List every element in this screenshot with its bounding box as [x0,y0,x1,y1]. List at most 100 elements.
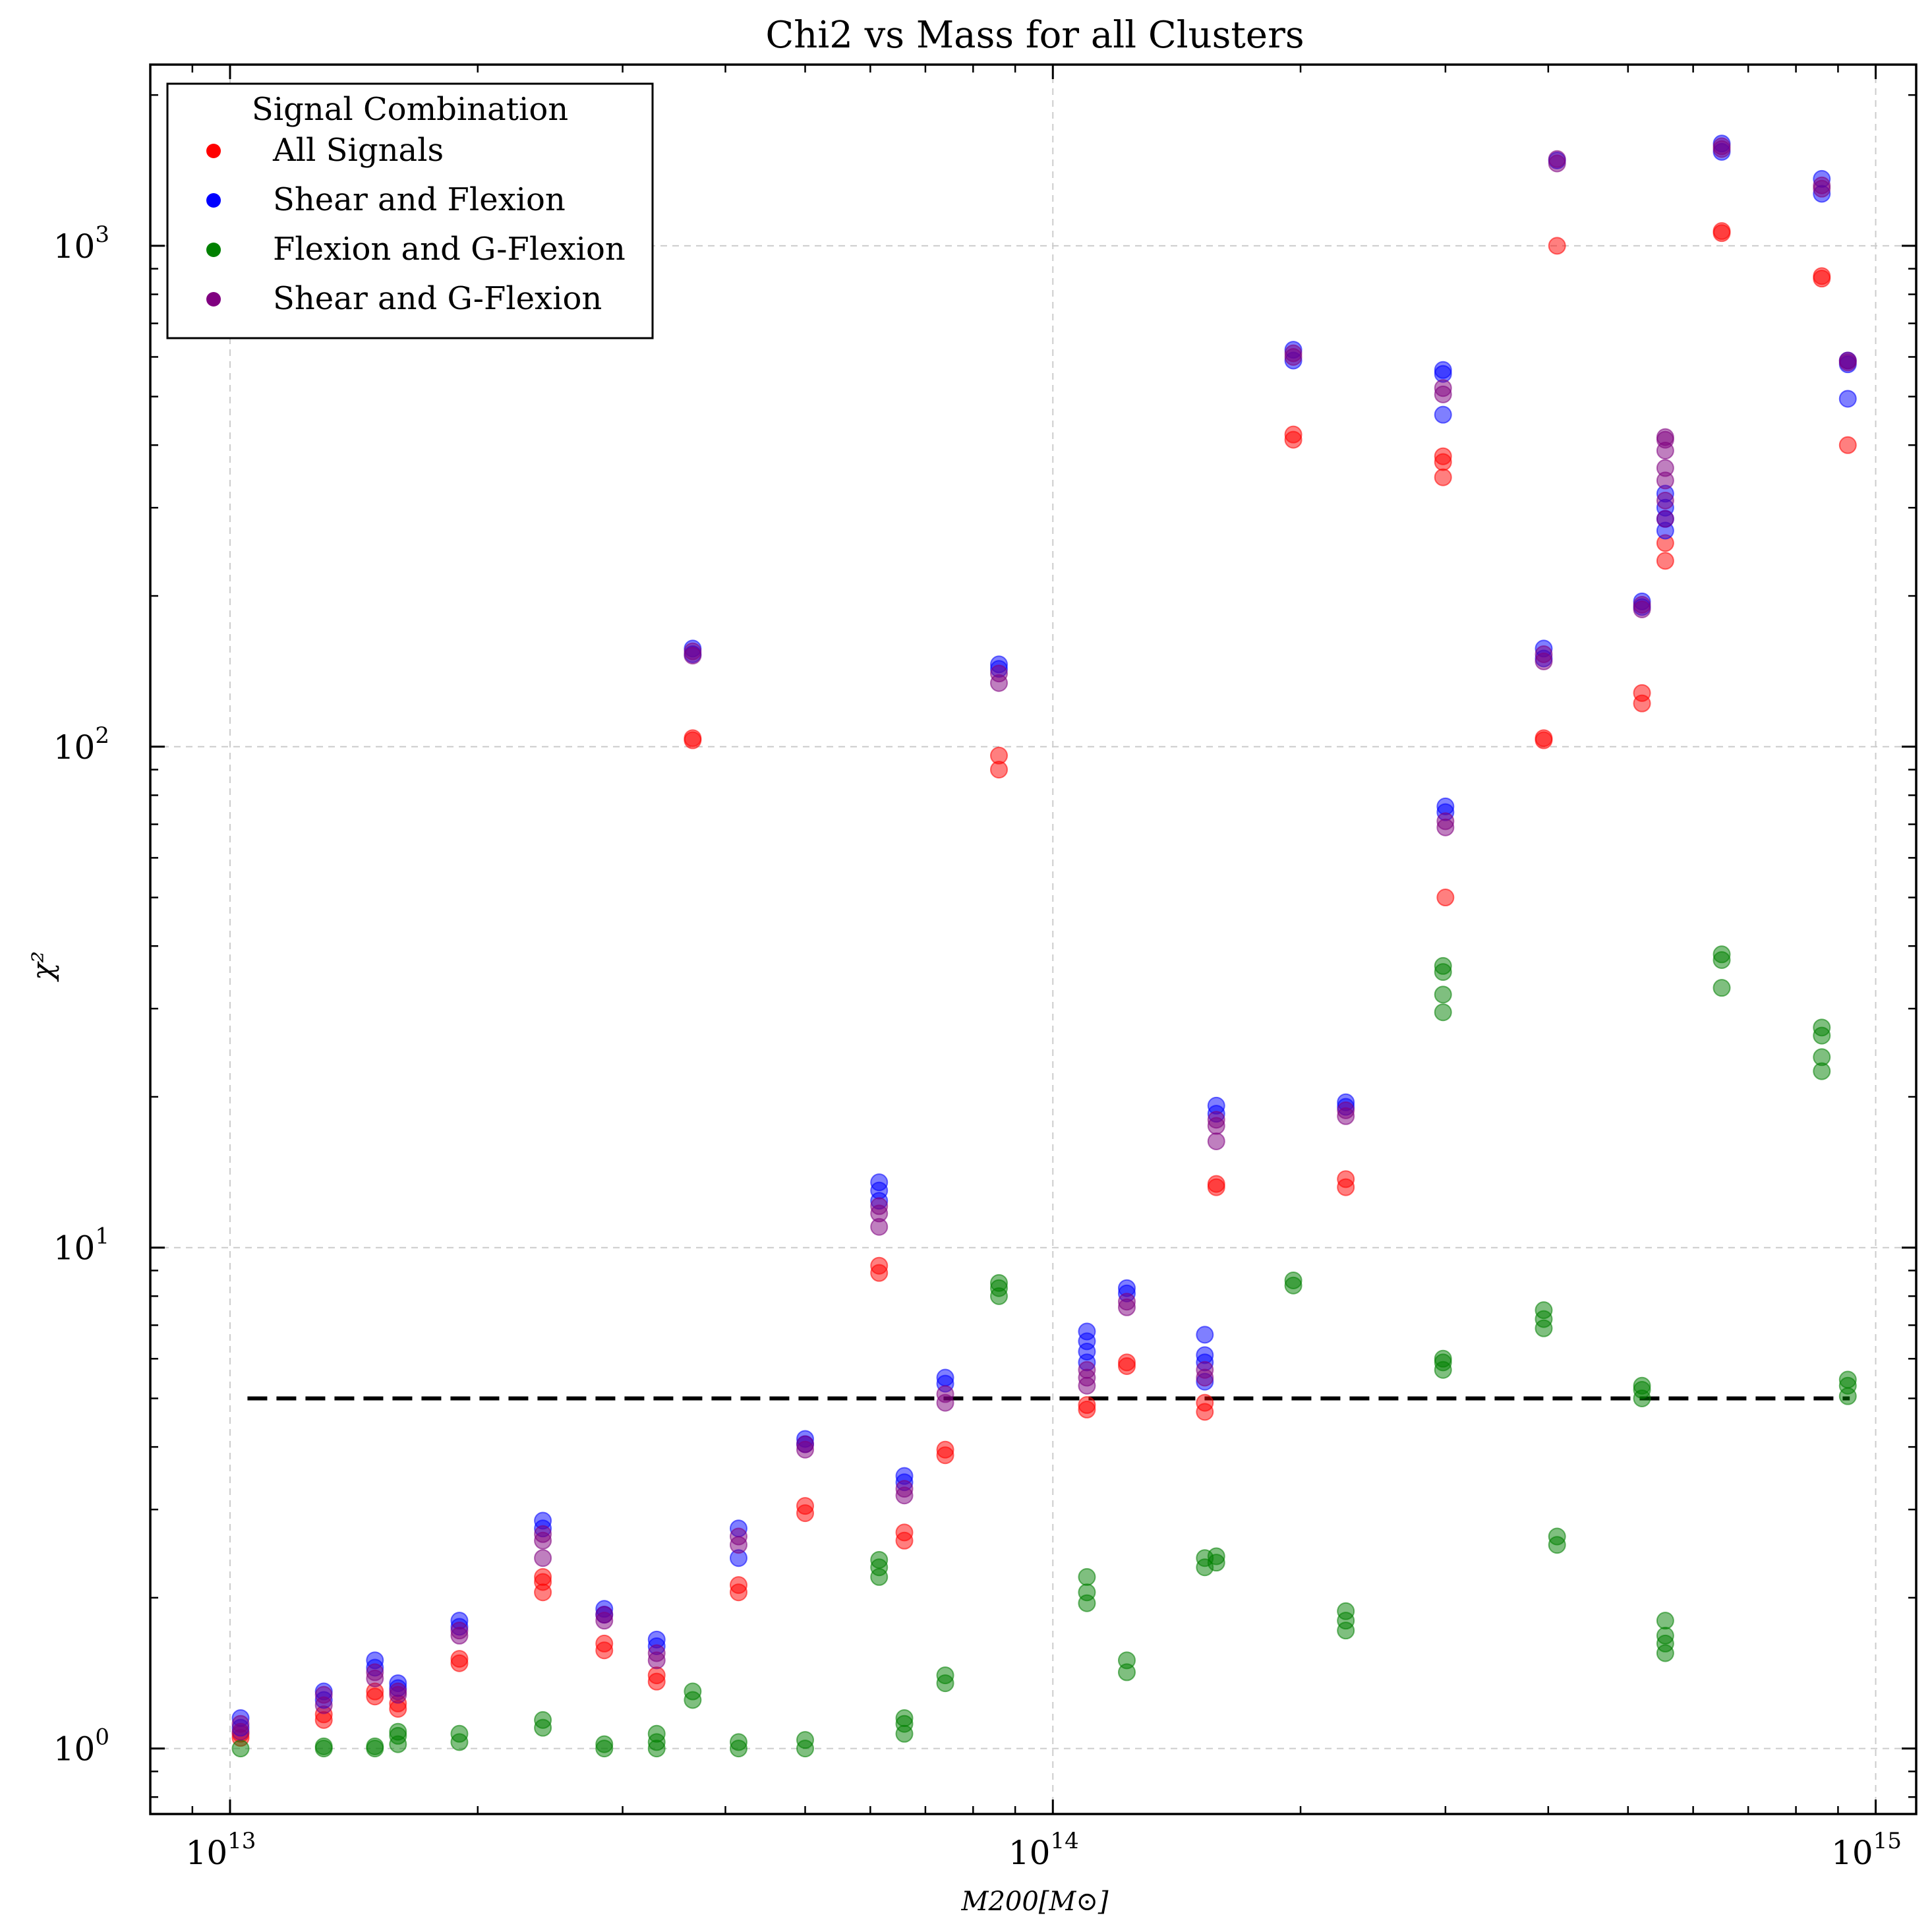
data-point [1337,1602,1355,1620]
data-point [870,1256,889,1275]
data-point [595,1735,614,1753]
x-tick-exponent: 13 [227,1828,256,1854]
data-point [647,1724,666,1743]
x-tick-exponent: 15 [1873,1828,1902,1854]
data-point [1434,468,1452,486]
legend-label: Shear and G-Flexion [273,280,602,317]
data-point [1656,1612,1674,1630]
data-point [1548,1527,1566,1546]
data-point [1434,453,1452,471]
data-point [1633,596,1651,614]
data-point [1548,150,1566,168]
data-point [1838,1370,1857,1389]
data-point [1078,1396,1096,1415]
chart-title: Chi2 vs Mass for all Clusters [765,14,1304,57]
data-point [1434,1349,1452,1368]
legend-box [166,82,654,339]
legend-marker [206,193,221,208]
data-point [1838,390,1857,408]
legend-marker [206,292,221,307]
data-point [1436,812,1455,831]
data-point [1434,1003,1452,1022]
data-point [684,647,702,665]
data-point [936,1385,954,1403]
data-point [389,1682,407,1701]
data-point [595,1634,614,1653]
data-point [1117,1293,1136,1311]
data-point [450,1724,469,1743]
data-point [870,1550,889,1569]
data-point [1633,694,1651,713]
data-point [366,1663,384,1682]
data-point [389,1722,407,1741]
x-tick-exponent: 14 [1050,1828,1078,1854]
x-axis-label: M200[M⊙] [961,1887,1109,1917]
data-point [534,1525,552,1543]
data-point [1196,1326,1214,1344]
data-point [1656,491,1674,510]
data-point [1434,385,1452,403]
series-4 [231,137,1857,1741]
legend-marker [206,144,221,158]
data-point [1838,436,1857,454]
data-point [534,1549,552,1567]
data-point [647,1666,666,1685]
data-points [231,134,1857,1758]
data-point [1813,1048,1831,1067]
data-point [895,1709,914,1728]
legend-label: Flexion and G-Flexion [273,231,626,268]
data-point [1207,1547,1225,1566]
data-point [1712,945,1731,964]
series-3 [231,945,1857,1758]
data-point [1117,1651,1136,1670]
y-tick-label: 101 [53,1223,109,1268]
data-point [1656,471,1674,490]
data-point [796,1435,814,1453]
legend-marker [206,243,221,257]
data-point [870,1197,889,1215]
data-point [895,1480,914,1498]
data-point [1838,353,1857,372]
data-point [729,1527,747,1546]
data-point [1337,1101,1355,1119]
data-point [1284,425,1303,444]
data-point [1656,552,1674,570]
data-point [1078,1567,1096,1586]
data-point [895,1523,914,1542]
data-point [1434,405,1452,424]
data-point [1196,1393,1214,1412]
data-point [314,1737,333,1755]
data-point [1434,956,1452,975]
y-axis-label: χ² [26,951,60,982]
data-point [1656,510,1674,528]
data-point [684,731,702,749]
data-point [1813,270,1831,288]
data-point [534,1567,552,1586]
data-point [1656,442,1674,460]
data-point [936,1666,954,1685]
data-point [936,1440,954,1459]
x-tick-label: 1015 [1831,1828,1902,1872]
data-point [729,1733,747,1751]
data-point [231,1740,250,1758]
legend-label: Shear and Flexion [273,181,566,218]
gridlines [150,65,1916,1814]
data-point [796,1731,814,1749]
y-tick-exponent: 3 [95,221,109,248]
data-point [1656,1626,1674,1645]
plot-frame [149,63,1917,1815]
data-point [1712,222,1731,241]
data-point [450,1622,469,1640]
legend-label: All Signals [272,132,444,169]
data-point [1434,985,1452,1004]
data-point [366,1737,384,1755]
data-point [1207,1175,1225,1193]
data-point [1712,979,1731,997]
data-point [595,1606,614,1624]
data-point [990,761,1009,779]
data-point [1284,344,1303,363]
data-point [1535,1301,1553,1320]
data-point [314,1685,333,1704]
